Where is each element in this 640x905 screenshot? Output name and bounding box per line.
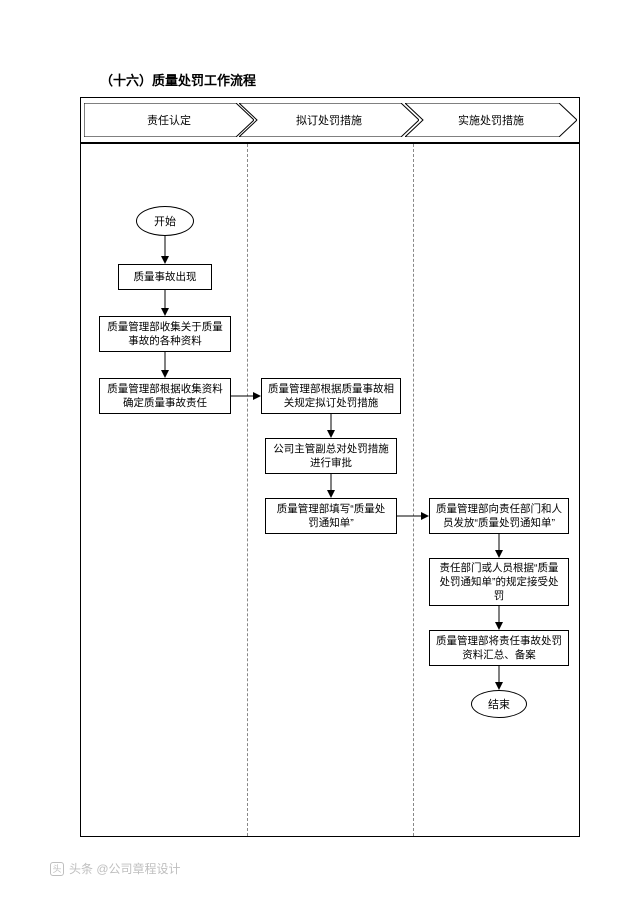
- node-n7-label: 质量管理部向责任部门和人员发放“质量处罚通知单”: [436, 502, 562, 530]
- node-n7: 质量管理部向责任部门和人员发放“质量处罚通知单”: [429, 498, 569, 534]
- node-n6: 质量管理部填写“质量处罚通知单”: [265, 498, 397, 534]
- node-n9: 质量管理部将责任事故处罚资料汇总、备案: [429, 630, 569, 666]
- node-n6-label: 质量管理部填写“质量处罚通知单”: [272, 502, 390, 530]
- node-n1-label: 质量事故出现: [134, 270, 197, 284]
- watermark-icon: 头: [50, 862, 64, 876]
- node-n4: 质量管理部根据质量事故相关规定拟订处罚措施: [261, 378, 401, 414]
- node-n1: 质量事故出现: [118, 264, 212, 290]
- phase-3: 实施处罚措施: [405, 103, 577, 137]
- phase-1-label: 责任认定: [147, 112, 191, 128]
- phase-2: 拟订处罚措施: [239, 103, 419, 137]
- node-end: 结束: [471, 690, 527, 718]
- node-end-label: 结束: [488, 696, 510, 712]
- node-n3: 质量管理部根据收集资料确定质量事故责任: [99, 378, 231, 414]
- node-n9-label: 质量管理部将责任事故处罚资料汇总、备案: [436, 634, 562, 662]
- lane-separator-1: [247, 144, 248, 836]
- page-title: （十六）质量处罚工作流程: [100, 70, 580, 89]
- node-n8: 责任部门或人员根据“质量处罚通知单”的规定接受处罚: [429, 558, 569, 606]
- lane-separator-2: [413, 144, 414, 836]
- node-n2-label: 质量管理部收集关于质量事故的各种资料: [106, 320, 224, 348]
- flowchart-diagram: 责任认定 拟订处罚措施 实施处罚措施: [80, 97, 580, 837]
- node-n5-label: 公司主管副总对处罚措施进行审批: [272, 442, 390, 470]
- node-n4-label: 质量管理部根据质量事故相关规定拟订处罚措施: [268, 382, 394, 410]
- node-n8-label: 责任部门或人员根据“质量处罚通知单”的规定接受处罚: [436, 561, 562, 604]
- node-n2: 质量管理部收集关于质量事故的各种资料: [99, 316, 231, 352]
- phase-3-label: 实施处罚措施: [458, 112, 524, 128]
- node-n3-label: 质量管理部根据收集资料确定质量事故责任: [106, 382, 224, 410]
- watermark-text: 头条 @公司章程设计: [69, 860, 181, 877]
- watermark: 头 头条 @公司章程设计: [50, 860, 181, 877]
- phase-header-row: 责任认定 拟订处罚措施 实施处罚措施: [81, 98, 579, 144]
- node-start-label: 开始: [154, 213, 176, 229]
- node-n5: 公司主管副总对处罚措施进行审批: [265, 438, 397, 474]
- node-start: 开始: [136, 206, 194, 236]
- phase-2-label: 拟订处罚措施: [296, 112, 362, 128]
- phase-1: 责任认定: [84, 103, 254, 137]
